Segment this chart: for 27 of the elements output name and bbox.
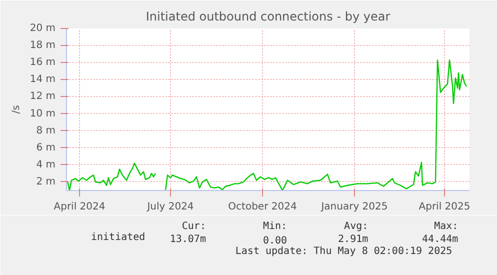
text: 2.91m [338, 234, 368, 245]
text: Cur: [182, 221, 206, 232]
text: Avg: [344, 221, 368, 232]
text: initiated [91, 232, 146, 243]
y-tick-label: 10 m [30, 108, 56, 120]
text: 0.00 [262, 236, 288, 246]
x-tick-label: July 2024 [146, 202, 194, 212]
text: Last update: Thu May 8 02:00:19 2025 [235, 246, 452, 257]
text: Min: [262, 221, 288, 232]
x-tick-label: April 2025 [418, 202, 470, 212]
x-tick-label: October 2024 [228, 202, 297, 212]
text: 44.44m [422, 234, 458, 245]
y-axis-title: /s [10, 105, 22, 114]
chart-title: Initiated outbound connections - by year [146, 10, 390, 24]
y-tick-label: 8 m [36, 125, 56, 136]
y-tick-label: 12 m [30, 91, 56, 102]
y-tick-label: 18 m [30, 40, 56, 52]
x-tick-label: January 2025 [320, 202, 388, 212]
y-tick-label: 6 m [36, 142, 56, 154]
y-tick-label: 2 m [36, 176, 56, 188]
text: Max: [434, 221, 458, 232]
x-tick-label: April 2024 [54, 202, 106, 212]
y-tick-label: 20 m [30, 23, 56, 34]
text: 13.07m [170, 234, 206, 245]
y-tick-label: 14 m [30, 74, 56, 86]
y-tick-label: 4 m [36, 159, 56, 170]
y-tick-label: 16 m [30, 57, 56, 68]
